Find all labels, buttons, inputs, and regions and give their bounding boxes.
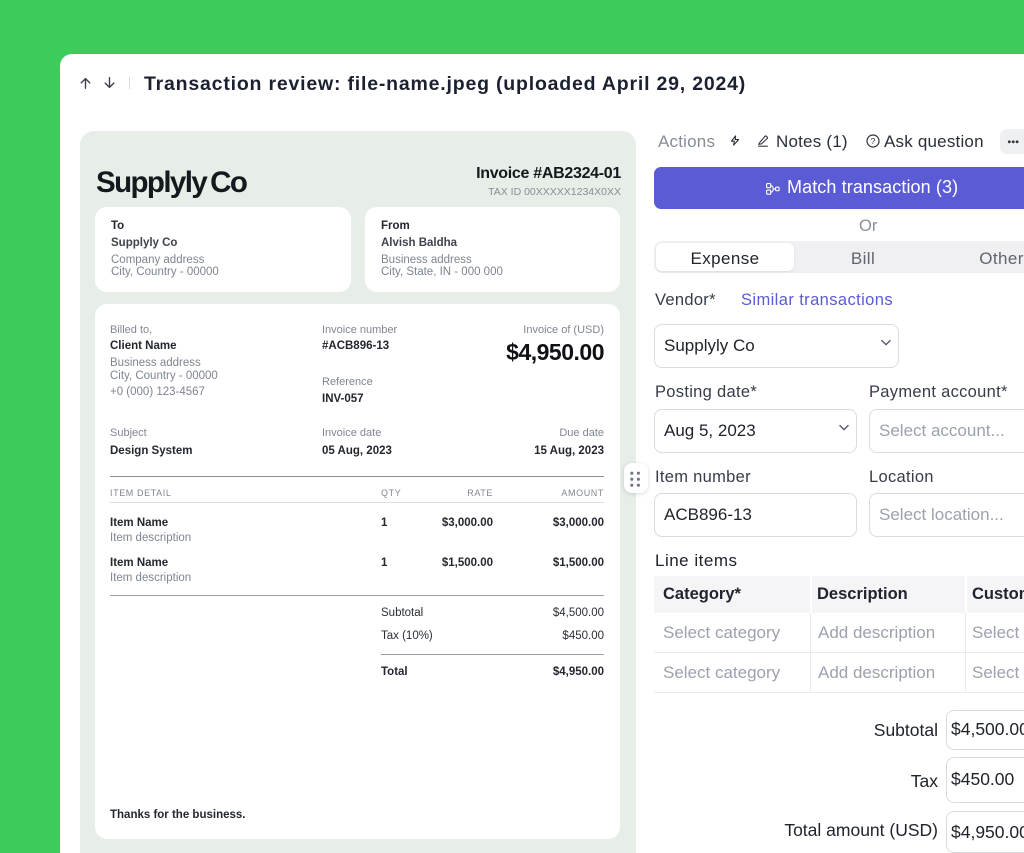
svg-text:?: ? bbox=[871, 136, 876, 146]
